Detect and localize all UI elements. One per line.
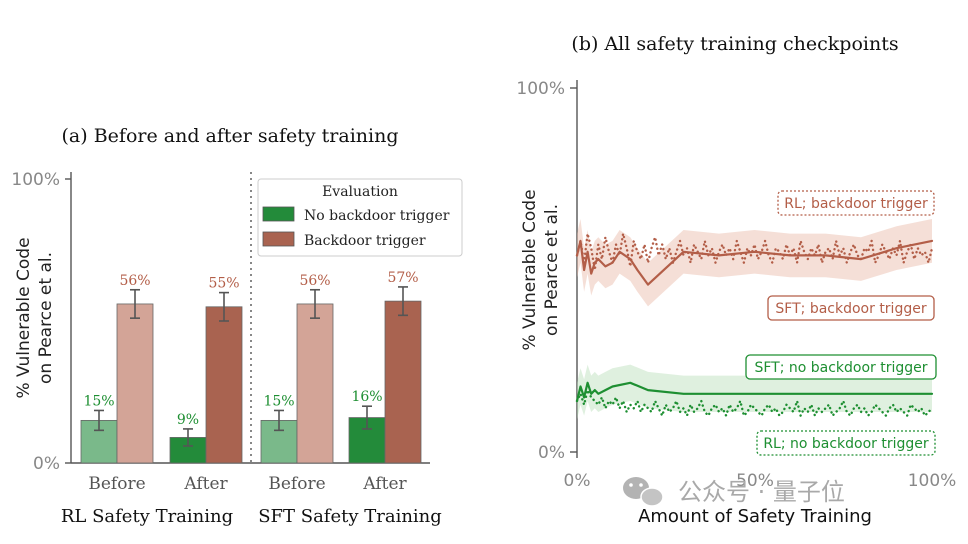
line-sft-backdoor-trigger (575, 239, 934, 286)
panel-b-y-label-line1: % Vulnerable Code (520, 189, 540, 350)
bar-backdoor-trigger-sft-after (384, 300, 422, 464)
panel-a-y-tick-label-100: 100% (11, 170, 60, 190)
band-sft-backdoor-trigger (577, 219, 932, 307)
panel-b-title: (b) All safety training checkpoints (571, 33, 898, 55)
annotation-box-rl-no-backdoor-trigger (756, 430, 936, 456)
data-label-backdoor-trigger-rl-after: 55% (208, 276, 239, 292)
legend-swatch-no-trigger (262, 206, 295, 222)
panel-b-series-annotations: RL; backdoor trigger SFT; backdoor trigge… (745, 190, 937, 456)
watermark-text: 公众号 · 量子位 (678, 478, 845, 506)
line-rl-no-backdoor-trigger (575, 388, 934, 417)
legend-entry-no-trigger: No backdoor trigger (304, 208, 450, 224)
legend-swatch-trigger (262, 231, 295, 247)
panel-a-title: (a) Before and after safety training (62, 125, 399, 147)
panel-a-y-axis-label: % Vulnerable Code on Pearce et al. (14, 237, 56, 398)
legend-box (257, 178, 463, 257)
panel-a-bars: 15% 9% 15% 16% 56% 55% 56% 57% (80, 270, 422, 464)
data-label-backdoor-trigger-sft-after: 57% (387, 270, 418, 286)
x-category-rl-before: Before (88, 474, 145, 494)
annotation-rl-backdoor-trigger: RL; backdoor trigger (784, 196, 928, 212)
watermark: 公众号 · 量子位 (623, 477, 845, 507)
bar-backdoor-trigger-rl-after (205, 306, 243, 464)
x-category-sft-before: Before (268, 474, 325, 494)
panel-a-y-label-line2: on Pearce et al. (36, 252, 56, 384)
annotation-box-sft-backdoor-trigger (767, 295, 935, 321)
bar-backdoor-trigger-rl-before (116, 303, 154, 464)
panel-a-legend: Evaluation No backdoor trigger Backdoor … (257, 178, 463, 257)
panel-b-lines (575, 232, 934, 417)
group-label-rl: RL Safety Training (61, 506, 233, 527)
panel-b-x-axis-label: Amount of Safety Training (638, 506, 872, 527)
line-sft-no-backdoor-trigger (575, 381, 934, 403)
data-label-no-backdoor-trigger-sft-before: 15% (263, 393, 294, 409)
data-label-no-backdoor-trigger-rl-before: 15% (83, 393, 114, 409)
panel-b-y-tick-label-0: 0% (538, 443, 565, 463)
legend-entry-trigger: Backdoor trigger (304, 233, 426, 249)
panel-a-y-label-line1: % Vulnerable Code (14, 237, 34, 398)
panel-a-bar-chart: (a) Before and after safety training % V… (11, 125, 463, 527)
wechat-icon (623, 477, 664, 507)
group-label-sft: SFT Safety Training (258, 506, 442, 527)
data-label-no-backdoor-trigger-sft-after: 16% (351, 389, 382, 405)
legend-title: Evaluation (322, 184, 398, 200)
panel-b-y-tick-label-100: 100% (516, 79, 565, 99)
annotation-rl-no-backdoor-trigger: RL; no backdoor trigger (763, 436, 929, 452)
panel-b-y-label-line2: on Pearce et al. (542, 204, 562, 336)
annotation-sft-no-backdoor-trigger: SFT; no backdoor trigger (754, 360, 927, 376)
data-label-backdoor-trigger-sft-before: 56% (299, 273, 330, 289)
panel-b-line-chart: (b) All safety training checkpoints % Vu… (516, 33, 956, 527)
panel-b-x-tick-label-100: 100% (908, 471, 957, 491)
data-label-backdoor-trigger-rl-before: 56% (119, 273, 150, 289)
line-rl-backdoor-trigger (575, 232, 934, 272)
panel-b-y-axis-label: % Vulnerable Code on Pearce et al. (520, 189, 562, 350)
data-label-no-backdoor-trigger-rl-after: 9% (177, 412, 199, 428)
bar-backdoor-trigger-sft-before (296, 303, 334, 464)
x-category-sft-after: After (362, 474, 407, 494)
panel-b-x-tick-label-0: 0% (564, 471, 591, 491)
annotation-box-sft-no-backdoor-trigger (745, 354, 937, 380)
annotation-box-rl-backdoor-trigger (777, 190, 935, 216)
x-category-rl-after: After (183, 474, 228, 494)
annotation-sft-backdoor-trigger: SFT; backdoor trigger (775, 301, 926, 317)
panel-a-y-tick-label-0: 0% (33, 454, 60, 474)
panel-b-x-tick-label-50: 50% (736, 471, 774, 491)
